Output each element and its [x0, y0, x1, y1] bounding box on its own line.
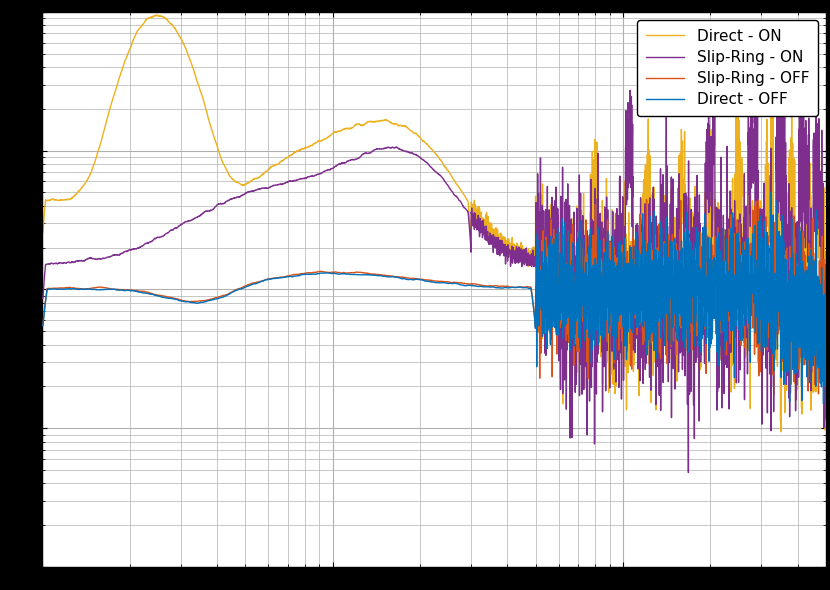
Slip-Ring - ON	[622, 175, 632, 182]
Slip-Ring - ON	[337, 159, 347, 166]
Slip-Ring - OFF	[337, 270, 347, 277]
Direct - ON	[622, 294, 632, 301]
Direct - OFF	[180, 298, 190, 305]
Direct - ON	[681, 250, 691, 257]
Direct - ON	[337, 126, 347, 133]
Direct - ON	[547, 219, 557, 227]
Direct - ON	[151, 12, 161, 19]
Direct - ON	[507, 247, 517, 254]
Direct - OFF	[818, 400, 828, 407]
Slip-Ring - OFF	[813, 391, 823, 398]
Slip-Ring - OFF	[37, 322, 47, 329]
Direct - ON	[180, 44, 190, 51]
Direct - OFF	[681, 286, 691, 293]
Direct - OFF	[766, 189, 776, 196]
Slip-Ring - ON	[683, 469, 693, 476]
Slip-Ring - ON	[507, 254, 517, 261]
Line: Slip-Ring - OFF: Slip-Ring - OFF	[42, 199, 826, 394]
Slip-Ring - OFF	[622, 293, 632, 300]
Line: Slip-Ring - ON: Slip-Ring - ON	[42, 58, 826, 473]
Slip-Ring - OFF	[180, 297, 190, 304]
Slip-Ring - ON	[821, 278, 830, 285]
Direct - ON	[821, 282, 830, 289]
Direct - ON	[37, 229, 47, 236]
Direct - OFF	[507, 284, 517, 291]
Slip-Ring - OFF	[547, 235, 557, 242]
Slip-Ring - OFF	[821, 330, 830, 337]
Slip-Ring - OFF	[507, 284, 517, 291]
Slip-Ring - ON	[37, 295, 47, 302]
Slip-Ring - ON	[547, 194, 557, 201]
Direct - OFF	[622, 277, 632, 284]
Slip-Ring - ON	[777, 55, 787, 62]
Direct - ON	[776, 428, 786, 435]
Slip-Ring - ON	[681, 193, 691, 200]
Line: Direct - ON: Direct - ON	[42, 15, 826, 432]
Legend: Direct - ON, Slip-Ring - ON, Slip-Ring - OFF, Direct - OFF: Direct - ON, Slip-Ring - ON, Slip-Ring -…	[637, 19, 818, 116]
Direct - OFF	[547, 271, 557, 278]
Slip-Ring - OFF	[681, 305, 691, 312]
Slip-Ring - OFF	[642, 196, 652, 203]
Direct - OFF	[37, 322, 47, 329]
Direct - OFF	[821, 299, 830, 306]
Slip-Ring - ON	[180, 218, 190, 225]
Direct - OFF	[337, 270, 347, 277]
Line: Direct - OFF: Direct - OFF	[42, 192, 826, 404]
